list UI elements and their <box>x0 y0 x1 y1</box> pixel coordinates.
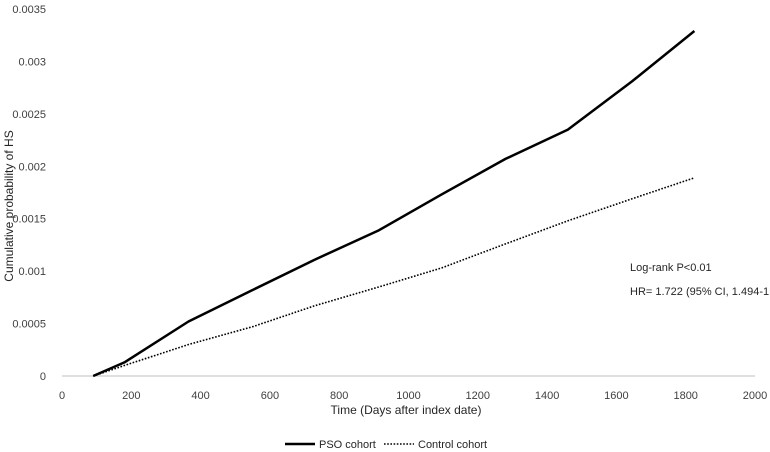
x-tick-label: 1000 <box>396 390 420 402</box>
y-tick-label: 0.0005 <box>12 319 46 331</box>
legend: PSO cohort Control cohort <box>285 439 487 451</box>
y-tick-label: 0.0025 <box>12 109 46 121</box>
pso-cohort-line <box>92 30 696 378</box>
x-tick-label: 200 <box>122 390 140 402</box>
control-cohort-line <box>92 177 695 377</box>
x-tick-label: 2000 <box>743 390 767 402</box>
x-tick-label: 600 <box>261 390 279 402</box>
x-tick-label: 1200 <box>466 390 490 402</box>
x-tick-label: 1400 <box>535 390 559 402</box>
legend-label-control: Control cohort <box>418 439 487 451</box>
x-axis-ticks: 0 200 400 600 800 1000 1200 1400 1600 1800 2000 <box>59 390 767 402</box>
x-tick-label: 400 <box>191 390 209 402</box>
y-tick-label: 0.0015 <box>12 214 46 226</box>
y-tick-label: 0.003 <box>18 56 46 68</box>
y-axis-ticks: 0 0.0005 0.001 0.0015 0.002 0.0025 0.003 0.0035 <box>12 4 46 383</box>
legend-label-pso: PSO cohort <box>319 439 376 451</box>
logrank-annotation: Log-rank P<0.01 <box>630 262 712 274</box>
y-tick-label: 0 <box>40 371 46 383</box>
x-axis-label: Time (Days after index date) <box>331 403 482 417</box>
x-tick-label: 800 <box>330 390 348 402</box>
x-tick-label: 1800 <box>673 390 697 402</box>
x-tick-label: 0 <box>59 390 65 402</box>
y-axis-label: Cumulative probability of HS <box>2 130 16 281</box>
x-tick-label: 1600 <box>604 390 628 402</box>
y-tick-label: 0.001 <box>18 266 46 278</box>
hr-annotation: HR= 1.722 (95% CI, 1.494-1.983) <box>630 286 770 298</box>
series-layer <box>92 30 696 378</box>
y-tick-label: 0.0035 <box>12 4 46 16</box>
y-tick-label: 0.002 <box>18 161 46 173</box>
